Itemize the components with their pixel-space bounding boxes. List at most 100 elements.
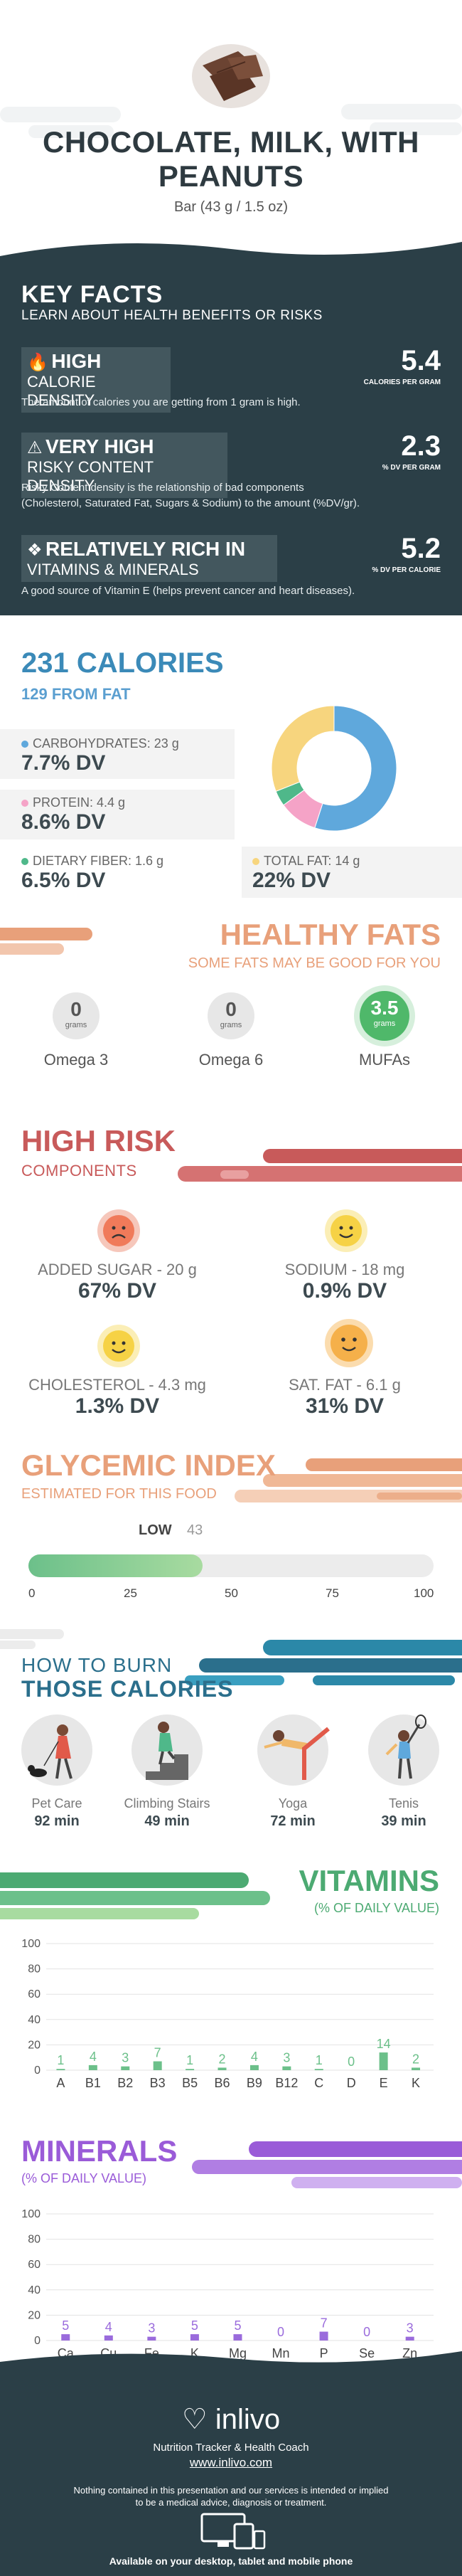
- calorie-density-value: 5.4: [401, 345, 441, 376]
- key-facts-title: KEY FACTS: [21, 281, 163, 308]
- inlivo-logo[interactable]: ♡ inlivo: [181, 2404, 281, 2435]
- added-sugar-dv: 67% DV: [77, 1279, 157, 1303]
- healthy-fats-stripes: [0, 928, 92, 955]
- vitamins-xtick: A: [56, 2076, 65, 2090]
- vitamins-minerals-unit: % DV PER CALORIE: [372, 566, 441, 574]
- minerals-value-label: 5: [191, 2318, 198, 2333]
- tennis-label: Tenis: [388, 1796, 419, 1811]
- minerals-ytick: 40: [28, 2284, 41, 2296]
- minerals-bar-Ca: [61, 2334, 70, 2341]
- fat-dot: [252, 858, 259, 865]
- glycemic-title: GLYCEMIC INDEX: [21, 1448, 276, 1482]
- minerals-xtick: P: [320, 2346, 328, 2360]
- vitamins-value-label: 2: [219, 2052, 226, 2066]
- vitamins-bar-B9: [249, 2064, 259, 2070]
- minerals-xtick: Mn: [272, 2346, 290, 2360]
- tennis-circle: [368, 1714, 439, 1786]
- dog-walking-icon: [28, 1724, 72, 1779]
- fiber-dot: [21, 858, 28, 865]
- vitamins-bar-A: [56, 2069, 65, 2070]
- vitamins-bar-C: [314, 2069, 323, 2070]
- minerals-xtick: Se: [359, 2346, 375, 2360]
- burn-title-line1: HOW TO BURN: [21, 1654, 173, 1676]
- fact-calorie-density: 🔥 HIGH CALORIE DENSITY: [21, 347, 171, 413]
- footer-tagline: Nutrition Tracker & Health Coach: [153, 2442, 309, 2454]
- sodium-dv: 0.9% DV: [302, 1279, 387, 1303]
- glycemic-value: 43: [187, 1522, 203, 1538]
- minerals-ytick: 0: [34, 2335, 41, 2347]
- vitamins-xtick: B12: [275, 2076, 298, 2090]
- vitamins-value-label: 4: [251, 2050, 258, 2064]
- healthy-fats-subtitle: SOME FATS MAY BE GOOD FOR YOU: [188, 955, 441, 971]
- fat-block: TOTAL FAT: 14 g 22% DV: [252, 854, 360, 892]
- vitamins-value-label: 2: [412, 2052, 419, 2066]
- omega6-label: Omega 6: [198, 1051, 264, 1069]
- vitamins-bar-B12: [282, 2066, 291, 2070]
- minerals-bar-Mg: [233, 2334, 242, 2341]
- vitamins-value-label: 3: [283, 2051, 290, 2065]
- vitamins-ytick: 80: [28, 1963, 41, 1976]
- added-sugar-face: [96, 1208, 141, 1257]
- yoga-icon: [264, 1727, 330, 1780]
- footer-available: Available on your desktop, tablet and mo…: [109, 2555, 353, 2567]
- sat-fat-label: SAT. FAT - 6.1 g: [289, 1376, 401, 1394]
- chocolate-image: [188, 37, 274, 108]
- cholesterol-label: CHOLESTEROL - 4.3 mg: [28, 1376, 206, 1394]
- burn-stripes: [185, 1640, 462, 1685]
- vitamins-value-label: 1: [316, 2053, 323, 2067]
- page-title: CHOCOLATE, MILK, WITH PEANUTS: [43, 125, 419, 193]
- happy-face-icon: [97, 1325, 140, 1367]
- protein-block: PROTEIN: 4.4 g 8.6% DV: [21, 795, 126, 834]
- vitamins-xtick: B5: [182, 2076, 198, 2090]
- vitamins-title: VITAMINS: [299, 1864, 439, 1897]
- vitamins-xtick: E: [380, 2076, 388, 2090]
- vitamins-minerals-desc: A good source of Vitamin E (helps preven…: [21, 585, 355, 597]
- flame-icon: 🔥: [27, 353, 48, 372]
- devices-icon: [200, 2513, 266, 2550]
- risky-content-value: 2.3: [401, 430, 441, 462]
- stairs-min: 49 min: [144, 1813, 190, 1829]
- burn-title-line2: THOSE CALORIES: [21, 1676, 234, 1702]
- cholesterol-face: [96, 1323, 141, 1372]
- calories-from-fat: 129 FROM FAT: [21, 685, 131, 703]
- vitamins-value-label: 1: [186, 2053, 193, 2067]
- minerals-bar-P: [319, 2331, 328, 2341]
- stairs-label: Climbing Stairs: [124, 1796, 210, 1811]
- high-risk-subtitle: COMPONENTS: [21, 1162, 137, 1180]
- fat-omega6: 0 grams: [208, 992, 254, 1039]
- carbs-block: CARBOHYDRATES: 23 g 7.7% DV: [21, 736, 179, 775]
- minerals-value-label: 0: [277, 2325, 284, 2339]
- minerals-bar-Cu: [104, 2335, 113, 2341]
- footer-url-link[interactable]: www.inlivo.com: [189, 2456, 273, 2469]
- vitamins-bar-B5: [186, 2069, 195, 2070]
- vitamins-xtick: B1: [85, 2076, 101, 2090]
- vitamins-ytick: 60: [28, 1988, 41, 2000]
- heart-check-icon: ♡: [181, 2404, 208, 2435]
- calorie-density-desc: The amount of calories you are getting f…: [21, 396, 301, 408]
- sodium-face: [323, 1208, 369, 1257]
- vitamins-xtick: C: [314, 2076, 323, 2090]
- header-decor-stripes: [0, 104, 462, 138]
- risky-content-desc: Risky Content density is the relationshi…: [21, 482, 360, 509]
- stairs-circle: [131, 1714, 203, 1786]
- vitamins-xtick: D: [347, 2076, 356, 2090]
- vitamins-xtick: K: [412, 2076, 420, 2090]
- high-risk-stripes: [178, 1149, 462, 1182]
- vitamins-xtick: B2: [117, 2076, 133, 2090]
- donut-slice-fat: [271, 705, 335, 793]
- cholesterol-dv: 1.3% DV: [75, 1394, 160, 1418]
- gi-tick-25: 25: [124, 1586, 137, 1600]
- minerals-xtick: Zn: [402, 2346, 417, 2360]
- minerals-ytick: 60: [28, 2259, 41, 2271]
- fat-omega3: 0 grams: [53, 992, 100, 1039]
- healthy-fats-title: HEALTHY FATS: [220, 918, 441, 951]
- minerals-value-label: 3: [148, 2321, 155, 2336]
- vitamins-bar-B2: [121, 2066, 130, 2070]
- vitamins-ytick: 0: [34, 2064, 41, 2077]
- protein-row: [0, 790, 235, 839]
- vitamins-minerals-value: 5.2: [401, 533, 441, 564]
- yoga-min: 72 min: [270, 1813, 316, 1829]
- donut-slice-carbs: [314, 705, 397, 832]
- vitamins-stripes: [0, 1872, 270, 1919]
- warning-icon: ⚠: [27, 438, 43, 457]
